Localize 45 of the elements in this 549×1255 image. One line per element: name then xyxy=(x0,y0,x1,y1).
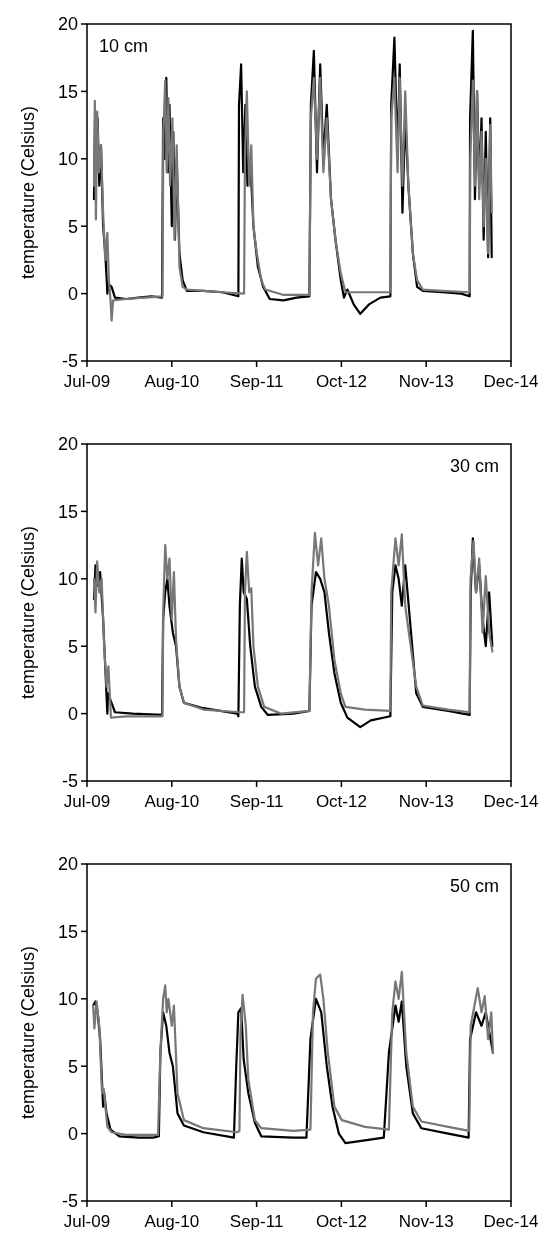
x-tick-label: Dec-14 xyxy=(483,792,539,811)
x-tick-label: Jul-09 xyxy=(63,1212,111,1231)
x-tick-label: Sep-11 xyxy=(229,792,284,811)
y-tick-label: 0 xyxy=(67,703,78,724)
y-tick-label: 10 xyxy=(57,989,78,1010)
line-series xyxy=(92,997,495,1145)
x-tick-label: Nov-13 xyxy=(398,372,454,391)
y-tick-label: 0 xyxy=(67,283,78,304)
y-tick-label: 20 xyxy=(57,14,78,35)
y-tick-label: 5 xyxy=(67,1056,78,1077)
y-axis-title: temperature (Celsius) xyxy=(18,105,38,280)
x-tick-label: Jul-09 xyxy=(63,792,111,811)
y-tick-label: -5 xyxy=(61,351,78,372)
y-tick-label: 5 xyxy=(67,636,78,657)
x-tick-label: Nov-13 xyxy=(398,1212,454,1231)
annotation: 50 cm xyxy=(449,876,499,896)
annotation: 10 cm xyxy=(99,36,149,56)
x-tick-label: Dec-14 xyxy=(483,1212,539,1231)
y-tick-label: 0 xyxy=(67,1123,78,1144)
x-tick-label: Oct-12 xyxy=(315,792,367,811)
y-tick-label: 15 xyxy=(57,501,78,522)
x-tick-label: Nov-13 xyxy=(398,792,454,811)
annotation: 30 cm xyxy=(449,456,499,476)
y-tick-label: 20 xyxy=(57,434,78,455)
x-tick-label: Aug-10 xyxy=(144,372,200,391)
y-axis-title: temperature (Celsius) xyxy=(18,525,38,700)
y-tick-label: 15 xyxy=(57,81,78,102)
x-tick-label: Aug-10 xyxy=(144,1212,200,1231)
y-tick-label: 15 xyxy=(57,921,78,942)
x-tick-label: Oct-12 xyxy=(315,1212,367,1231)
y-tick-label: -5 xyxy=(61,771,78,792)
line-series xyxy=(92,970,495,1137)
x-tick-label: Jul-09 xyxy=(63,372,111,391)
x-tick-label: Sep-11 xyxy=(229,372,284,391)
x-tick-label: Oct-12 xyxy=(315,372,367,391)
x-tick-label: Sep-11 xyxy=(229,1212,284,1231)
x-tick-label: Dec-14 xyxy=(483,372,539,391)
y-tick-label: -5 xyxy=(61,1191,78,1212)
y-tick-label: 5 xyxy=(67,216,78,237)
y-axis-title: temperature (Celsius) xyxy=(18,945,38,1120)
y-tick-label: 10 xyxy=(57,569,78,590)
x-tick-label: Aug-10 xyxy=(144,792,200,811)
line-series xyxy=(92,76,493,322)
y-tick-label: 20 xyxy=(57,854,78,875)
y-tick-label: 10 xyxy=(57,149,78,170)
